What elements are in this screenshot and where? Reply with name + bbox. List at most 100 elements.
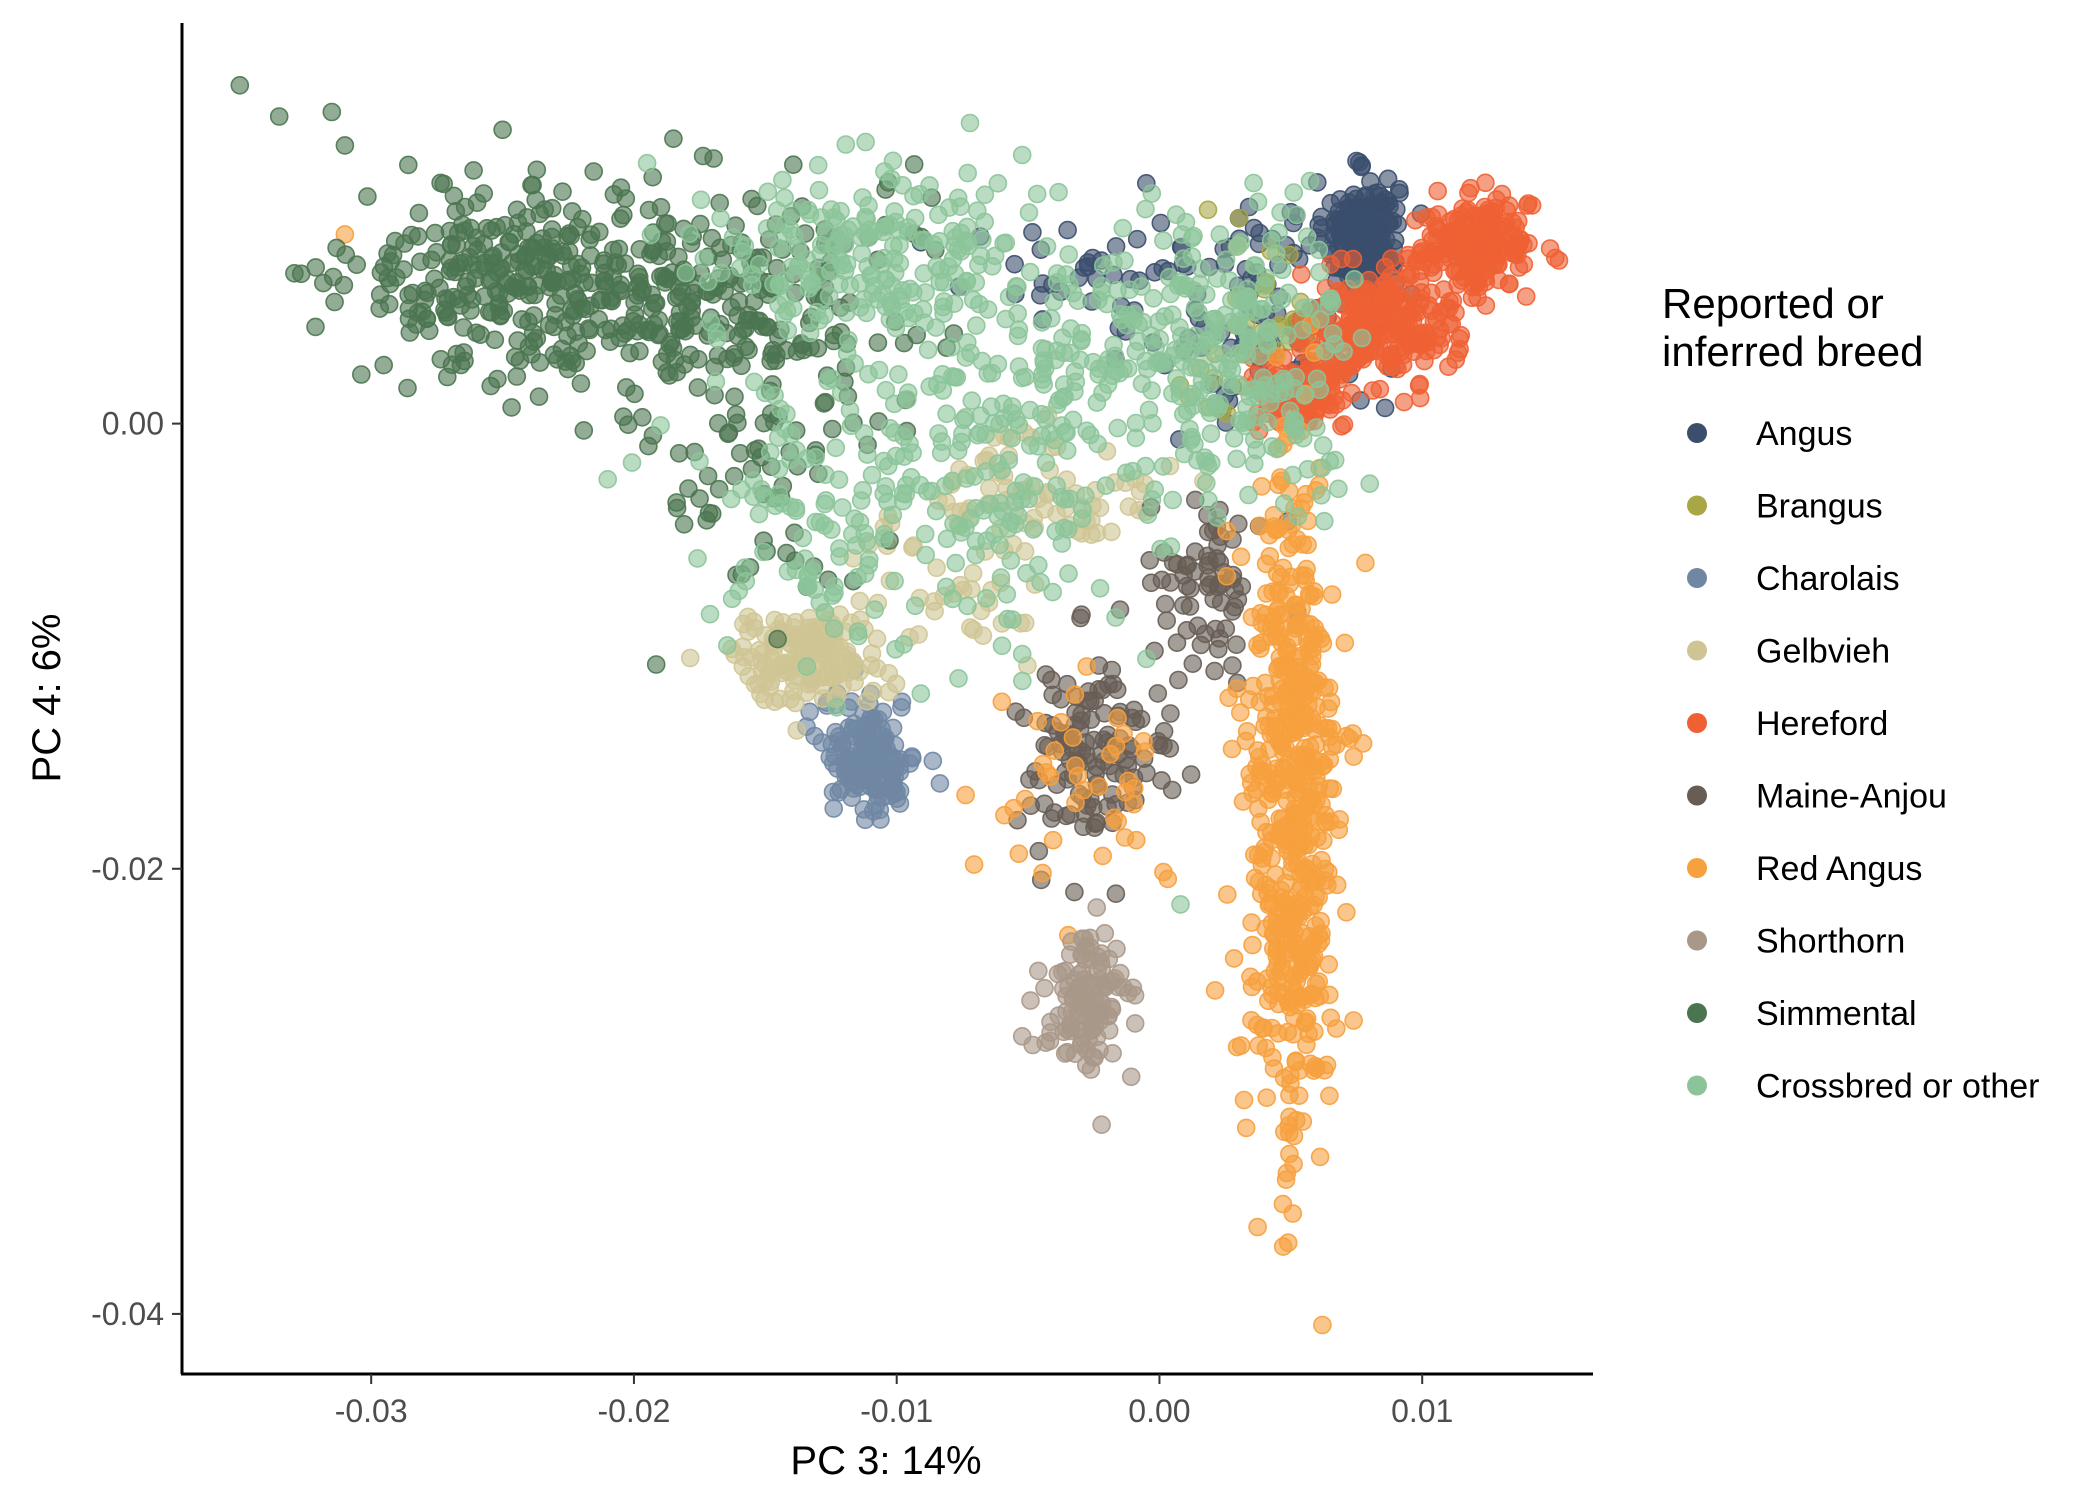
point-crossbred-or-other <box>690 452 709 471</box>
point-red-angus <box>1257 707 1276 727</box>
point-maine-anjou <box>1227 635 1246 655</box>
point-simmental <box>659 366 679 385</box>
point-maine-anjou <box>1124 700 1144 720</box>
point-red-angus <box>1294 946 1313 966</box>
legend-items: Angus Brangus Charolais Gelbvieh Hereford Mai… <box>1687 415 2039 1106</box>
point-crossbred-or-other <box>856 132 875 152</box>
point-hereford <box>1428 181 1447 201</box>
point-simmental <box>674 514 694 534</box>
point-red-angus <box>1310 715 1329 735</box>
point-crossbred-or-other <box>975 185 995 205</box>
legend-label: Maine-Anjou <box>1756 778 1947 816</box>
point-simmental <box>489 294 509 313</box>
legend-key <box>1687 858 1707 878</box>
point-red-angus <box>1236 1118 1256 1138</box>
point-crossbred-or-other <box>1092 282 1111 302</box>
point-red-angus <box>1287 616 1307 635</box>
legend-item-gelbvieh: Gelbvieh <box>1687 633 1890 671</box>
point-crossbred-or-other <box>1252 299 1271 319</box>
point-gelbvieh <box>773 613 793 632</box>
point-red-angus <box>1065 685 1085 704</box>
point-crossbred-or-other <box>893 281 912 300</box>
point-simmental <box>323 267 343 287</box>
point-red-angus <box>1043 830 1063 850</box>
point-red-angus <box>1252 477 1271 496</box>
point-simmental <box>444 186 464 206</box>
point-simmental <box>398 155 418 175</box>
point-crossbred-or-other <box>965 467 984 486</box>
point-gelbvieh <box>979 478 999 498</box>
point-charolais <box>923 751 943 771</box>
point-crossbred-or-other <box>1255 276 1274 296</box>
legend-label: Gelbvieh <box>1756 633 1890 671</box>
point-crossbred-or-other <box>1027 184 1047 204</box>
point-angus <box>1333 223 1353 243</box>
point-gelbvieh <box>861 656 881 675</box>
point-simmental <box>868 333 888 353</box>
point-simmental <box>664 129 683 148</box>
point-simmental <box>522 344 541 364</box>
point-crossbred-or-other <box>1167 369 1186 388</box>
point-crossbred-or-other <box>1108 418 1127 438</box>
point-crossbred-or-other <box>760 443 780 462</box>
point-crossbred-or-other <box>1323 324 1343 343</box>
point-maine-anjou <box>1157 611 1176 630</box>
legend-key <box>1687 713 1707 733</box>
point-crossbred-or-other <box>990 535 1009 555</box>
point-crossbred-or-other <box>799 278 819 298</box>
point-crossbred-or-other <box>824 619 844 639</box>
point-simmental <box>627 321 647 341</box>
point-hereford <box>1483 240 1503 260</box>
point-crossbred-or-other <box>1248 192 1268 212</box>
point-crossbred-or-other <box>1329 479 1348 499</box>
legend-item-red-angus: Red Angus <box>1687 850 1922 888</box>
point-red-angus <box>1267 947 1287 966</box>
point-crossbred-or-other <box>1115 251 1134 271</box>
point-maine-anjou <box>1185 542 1205 562</box>
point-red-angus <box>1263 1048 1282 1067</box>
point-red-angus <box>1217 566 1237 586</box>
point-maine-anjou <box>1148 684 1168 703</box>
point-simmental <box>529 387 549 407</box>
point-crossbred-or-other <box>1057 441 1077 460</box>
point-red-angus <box>1317 1055 1337 1075</box>
point-simmental <box>394 260 413 279</box>
point-crossbred-or-other <box>894 427 914 446</box>
point-simmental <box>725 344 744 364</box>
point-simmental <box>475 257 495 277</box>
point-simmental <box>412 302 432 322</box>
point-crossbred-or-other <box>1037 237 1057 256</box>
point-red-angus <box>1278 1022 1298 1042</box>
point-crossbred-or-other <box>960 113 980 133</box>
point-crossbred-or-other <box>880 418 900 438</box>
point-crossbred-or-other <box>1203 309 1223 329</box>
legend-label: Charolais <box>1756 560 1900 598</box>
point-red-angus <box>1307 767 1326 787</box>
point-crossbred-or-other <box>876 297 896 317</box>
point-simmental <box>721 297 741 317</box>
point-red-angus <box>1231 547 1251 567</box>
point-crossbred-or-other <box>1149 312 1168 331</box>
point-crossbred-or-other <box>711 209 730 228</box>
point-simmental <box>611 275 630 295</box>
point-red-angus <box>1307 869 1327 889</box>
point-angus <box>1005 254 1024 274</box>
point-red-angus <box>1273 1194 1293 1214</box>
series-crossbred-or-other <box>598 113 1379 914</box>
point-simmental <box>546 294 565 313</box>
point-crossbred-or-other <box>1159 267 1179 287</box>
point-simmental <box>563 306 583 325</box>
point-simmental <box>399 285 419 305</box>
point-hereford <box>1363 381 1382 400</box>
point-simmental <box>466 323 486 343</box>
point-crossbred-or-other <box>1012 145 1032 165</box>
point-red-angus <box>1248 1217 1267 1237</box>
point-crossbred-or-other <box>700 604 720 624</box>
point-crossbred-or-other <box>1229 312 1249 331</box>
point-crossbred-or-other <box>1139 400 1159 420</box>
point-crossbred-or-other <box>838 330 858 350</box>
point-hereford <box>1518 196 1537 215</box>
point-crossbred-or-other <box>918 340 938 360</box>
point-shorthorn <box>1029 961 1048 981</box>
point-simmental <box>762 345 781 364</box>
